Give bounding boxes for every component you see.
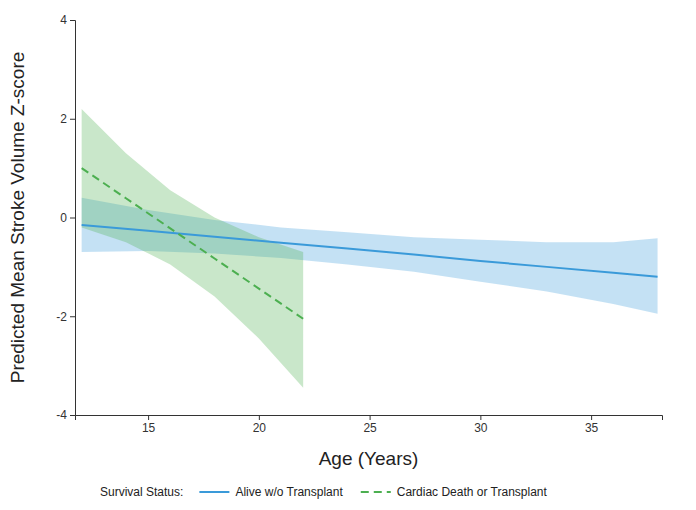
tick-label: 20 [253,421,267,435]
axis-line [76,416,663,421]
y-axis-title: Predicted Mean Stroke Volume Z-score [7,52,28,384]
tick-label: 25 [363,421,377,435]
plot: 15 20 25 30 35 -4 -2 0 2 4 [56,13,662,434]
tick-label: 30 [474,421,488,435]
tick: 30 [474,415,488,435]
tick-mark [70,316,75,317]
tick: 2 [60,112,75,126]
series-line [82,168,304,319]
tick: -2 [56,310,75,324]
tick-mark [70,20,75,21]
tick: -4 [56,408,75,422]
tick-mark [148,415,149,420]
confidence-band [82,109,304,388]
tick-mark [259,415,260,420]
tick: 25 [363,415,377,435]
tick: 35 [585,415,599,435]
tick: 4 [60,13,75,27]
legend: Survival Status: Alive w/o Transplant Card… [100,485,548,499]
legend-swatch [361,491,391,493]
legend-label: Cardiac Death or Transplant [397,485,548,499]
tick-mark [480,415,481,420]
tick: 20 [253,415,267,435]
x-axis-title: Age (Years) [319,448,419,469]
data-area [82,109,658,388]
tick-mark [70,218,75,219]
chart: 15 20 25 30 35 -4 -2 0 2 4 Age (Years) Predicted Me… [0,0,696,510]
tick-mark [70,119,75,120]
axis-line [70,21,76,416]
tick-label: 2 [60,112,67,126]
tick-label: 15 [142,421,156,435]
y-axis: -4 -2 0 2 4 [56,13,75,422]
tick-label: 35 [585,421,599,435]
tick: 0 [60,211,75,225]
tick-mark [591,415,592,420]
legend-label: Alive w/o Transplant [235,485,343,499]
tick-mark [370,415,371,420]
legend-title: Survival Status: [100,485,183,499]
tick-label: -2 [56,310,67,324]
tick-label: 0 [60,211,67,225]
legend-swatch [199,491,229,493]
series-line [82,225,658,277]
tick-label: 4 [60,13,67,27]
tick: 15 [142,415,156,435]
tick-label: -4 [56,408,67,422]
x-axis: 15 20 25 30 35 [76,415,663,435]
tick-mark [70,415,75,416]
